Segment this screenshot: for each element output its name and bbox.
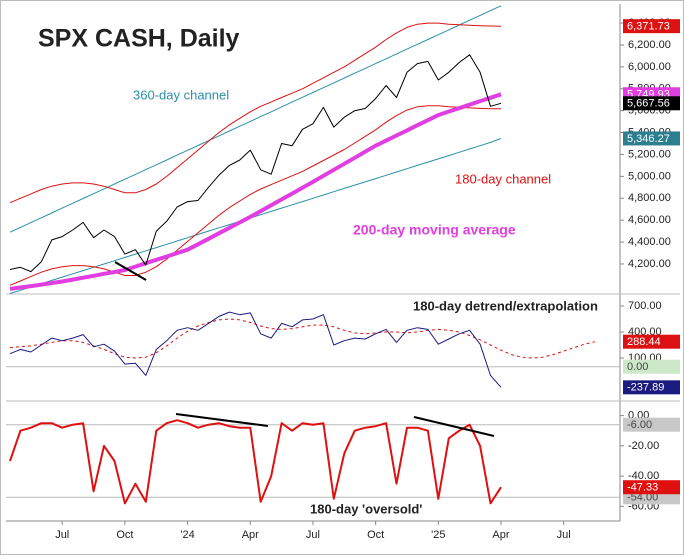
value-box [623,380,680,395]
value-box-label: 6,371.73 [627,21,670,33]
line [9,311,502,388]
line [9,105,502,286]
x-tick-label: Oct [116,529,133,541]
x-tick-label: Oct [367,529,384,541]
panel-title: 180-day detrend/extrapolation [413,298,598,313]
chart-title: SPX CASH, Daily [38,25,240,53]
value-box [623,359,680,374]
y-tick-label: 6,200.00 [628,39,671,51]
divergence-line [413,416,495,437]
x-tick-label: Apr [242,529,259,541]
line [9,419,502,505]
divergence-line [175,413,269,427]
value-box-label: -54.00 [627,492,658,504]
x-tick-label: Apr [492,529,509,541]
line [9,318,596,359]
y-tick-label: 4,400.00 [628,236,671,248]
y-tick-label: 5,000.00 [628,170,671,182]
value-box-label: 288.44 [627,336,661,348]
y-tick-label: 5,200.00 [628,148,671,160]
x-tick-label: Jul [557,529,571,541]
value-box [623,96,680,111]
x-tick-label: '24 [180,529,194,541]
x-tick-label: Jul [55,529,69,541]
value-box-label: 0.00 [627,361,648,373]
line [9,138,502,294]
value-box [623,417,680,432]
value-box-label: 5,346.27 [627,133,670,145]
plot-area: 4,200.00 4,400.00 4,600.00 4,800.00 5,000.00… [6,5,680,541]
y-tick-label: 700.00 [628,300,662,312]
annotation: 180-day channel [455,171,551,186]
line [9,54,502,273]
divergence-line [114,261,147,281]
y-tick-label: 6,000.00 [628,61,671,73]
line [9,92,502,291]
value-box-label: -6.00 [627,419,652,431]
value-box [623,480,680,495]
x-tick-label: '25 [431,529,445,541]
y-tick-label: -40.00 [628,470,659,482]
value-box-label: 5,667.56 [627,98,670,110]
y-tick-label: 4,200.00 [628,258,671,270]
value-box [623,334,680,349]
x-tick-label: Jul [306,529,320,541]
y-tick-label: -20.00 [628,440,659,452]
value-box [623,19,680,34]
annotation: 200-day moving average [353,222,516,238]
value-box-label: -237.89 [627,382,664,394]
annotation: 360-day channel [133,87,229,102]
value-box-label: -47.33 [627,482,658,494]
value-box [623,131,680,146]
line [9,5,502,233]
panel-title: 180-day 'oversold' [310,501,422,516]
y-tick-label: 4,800.00 [628,192,671,204]
y-tick-label: 4,600.00 [628,214,671,226]
line [9,22,502,204]
